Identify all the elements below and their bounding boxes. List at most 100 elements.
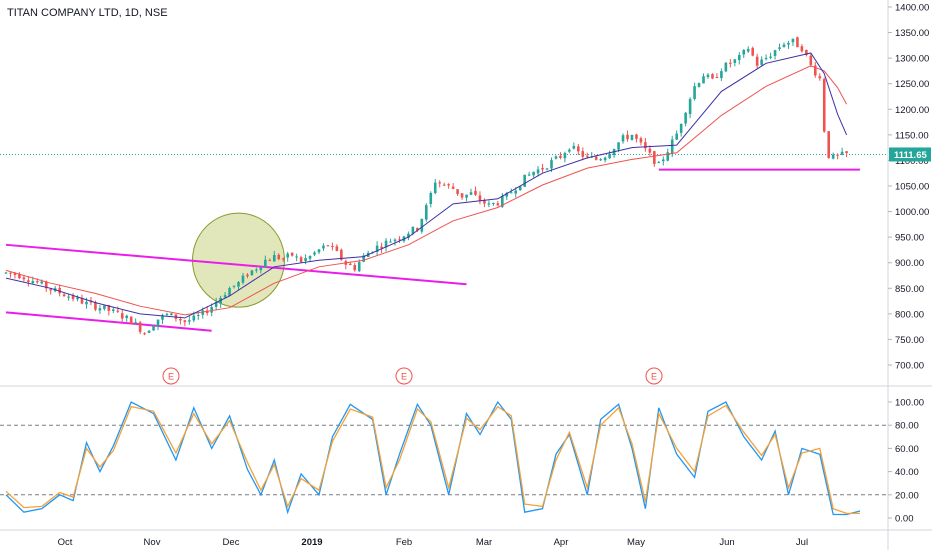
candle-body [742, 49, 746, 55]
time-tick-label: 2019 [301, 537, 322, 548]
candle-body [845, 151, 848, 154]
candle-body [308, 255, 312, 259]
candle-body [581, 151, 585, 157]
candle-body [563, 153, 567, 159]
time-axis: Oct Nov Dec 2019 Feb Mar Apr May Jun Jul [58, 537, 808, 548]
candle-body [773, 50, 777, 56]
candle-body [639, 138, 643, 143]
trendline-1 [5, 311, 212, 332]
candle-body [299, 257, 303, 263]
slow-moving-average [5, 65, 848, 316]
candle-body [827, 131, 831, 158]
candle-body [27, 280, 30, 282]
candle-body [304, 258, 307, 261]
price-tick-label: 950.00 [895, 233, 924, 244]
candle-body [796, 37, 799, 48]
time-tick-label: Apr [554, 537, 569, 548]
candle-body [331, 246, 334, 248]
candle-body [769, 56, 772, 58]
time-tick-label: Jul [796, 537, 808, 548]
candle-body [62, 294, 66, 297]
candle-body [31, 281, 35, 284]
price-tick-label: 1050.00 [895, 182, 929, 193]
candle-body [196, 314, 200, 316]
candle-body [246, 274, 249, 277]
candle-body [568, 149, 571, 152]
candle-body [599, 159, 602, 161]
candle-body [469, 192, 473, 195]
price-tick-label: 1200.00 [895, 105, 929, 116]
candle-body [188, 320, 191, 322]
candle-body [465, 194, 468, 198]
candle-body [755, 56, 759, 66]
candle-body [389, 241, 392, 243]
time-tick-label: Dec [223, 537, 240, 548]
candle-body [272, 254, 276, 262]
price-tick-label: 1250.00 [895, 79, 929, 90]
candle-body [778, 47, 781, 49]
candle-body [661, 159, 665, 162]
candle-body [286, 253, 289, 258]
candle-body [76, 297, 79, 300]
candle-body [152, 326, 155, 331]
candle-body [702, 76, 705, 84]
candle-body [751, 47, 754, 56]
candle-body [577, 146, 580, 152]
earnings-marker-label: E [651, 372, 657, 382]
candle-body [809, 55, 813, 65]
candle-body [715, 77, 719, 79]
candle-body [384, 240, 388, 248]
price-tick-label: 800.00 [895, 309, 924, 320]
candle-body [813, 65, 817, 76]
oscillator-tick-label: 80.00 [895, 421, 919, 432]
candle-body [509, 192, 513, 194]
stochastic-oscillator-pane: 0.00 20.00 40.00 60.00 80.00 100.00 [0, 398, 924, 525]
earnings-marker-label: E [168, 372, 174, 382]
candle-body [697, 83, 701, 87]
candle-body [550, 160, 553, 169]
candle-body [536, 169, 540, 174]
oscillator-line-1 [5, 404, 860, 515]
candle-body [496, 203, 500, 206]
candle-body [125, 315, 129, 319]
candle-body [357, 262, 361, 272]
time-tick-label: May [627, 537, 645, 548]
candle-body [353, 265, 357, 271]
candle-body [103, 305, 106, 309]
price-candles [4, 36, 848, 336]
candle-body [322, 245, 325, 249]
candle-body [675, 133, 678, 140]
price-tick-label: 1300.00 [895, 54, 929, 65]
candle-body [4, 272, 8, 274]
candle-body [362, 255, 365, 262]
candle-body [483, 200, 486, 204]
chart-title: TITAN COMPANY LTD, 1D, NSE [7, 7, 168, 19]
candle-body [183, 320, 187, 323]
candle-body [214, 301, 218, 307]
candle-body [407, 233, 410, 238]
candle-body [831, 154, 835, 159]
time-tick-label: Feb [396, 537, 412, 548]
candle-body [760, 59, 763, 65]
candle-body [505, 193, 509, 197]
candle-body [585, 155, 589, 157]
candle-body [782, 44, 786, 47]
price-tick-label: 900.00 [895, 258, 924, 269]
candle-body [518, 186, 522, 191]
candle-body [733, 59, 737, 63]
last-price-badge [889, 147, 931, 162]
candle-body [487, 203, 491, 205]
candle-body [161, 315, 164, 320]
candle-body [67, 296, 70, 298]
candle-body [250, 270, 254, 276]
time-tick-label: Oct [58, 537, 73, 548]
trendline-0 [5, 243, 467, 286]
candle-body [492, 202, 495, 204]
candle-body [40, 281, 44, 284]
candle-body [501, 195, 504, 207]
candle-body [179, 319, 182, 321]
candle-body [411, 226, 415, 234]
candle-body [545, 168, 549, 170]
candle-body [684, 112, 687, 124]
